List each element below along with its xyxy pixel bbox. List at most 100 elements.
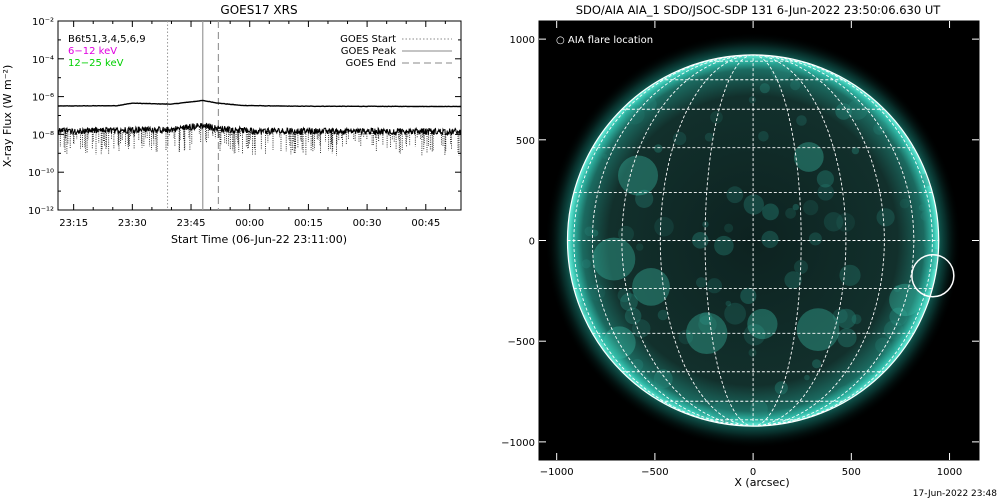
active-region [654,216,674,237]
aia-y-tick-label: −1000 [501,438,535,449]
active-region [839,264,861,286]
goes-y-axis: 10⁻² 10⁻⁴ 10⁻⁶ 10⁻⁸ 10⁻¹⁰ 10⁻¹² [28,17,461,217]
bright-region [632,268,670,306]
active-region [804,374,810,381]
active-region [762,203,779,221]
goes-chart-title: GOES17 XRS [220,3,297,17]
active-region [748,348,757,357]
bright-region [603,326,636,359]
goes-series-12-25kev [58,122,461,137]
aia-x-tick-label: 0 [750,467,756,478]
active-region [823,212,844,232]
active-region [724,302,746,325]
active-region [714,235,734,256]
active-region [796,115,807,126]
active-region [743,323,766,346]
active-region [653,144,663,153]
longitude-line [573,54,754,427]
active-region [743,194,764,215]
goes-y-tick-label: 10⁻⁸ [32,130,54,141]
goes-y-tick-label: 10⁻⁴ [32,55,54,66]
active-region [635,189,654,208]
active-region [620,293,638,311]
active-region [918,204,926,211]
goes-y-tick-label: 10⁻¹⁰ [28,168,54,179]
active-region [758,131,769,142]
active-region [792,203,799,211]
active-region [632,319,651,338]
active-region [803,200,819,216]
longitude-line [753,54,802,427]
active-region [748,96,756,104]
active-region [726,186,744,204]
longitude-line [659,54,754,427]
active-region [923,239,932,248]
aia-chart-title: SDO/AIA AIA_1 SDO/JSOC-SDP 131 6-Jun-202… [576,3,942,17]
bright-region [617,155,659,196]
active-region [832,308,848,324]
aia-x-axis-label: X (arcsec) [734,476,789,489]
active-region [851,314,862,325]
aia-y-tick-label: 500 [516,136,535,147]
active-region [672,131,687,146]
heliographic-grid [567,54,939,427]
active-region [847,99,868,120]
goes-y-axis-label: X-ray Flux (W m⁻²) [1,65,14,167]
goes-series-12-25kev-drops [59,123,460,156]
active-region [816,170,835,188]
active-region [790,80,801,91]
legend-goes-start-label: GOES Start [340,34,396,45]
flare-location-circle [911,253,955,298]
goes-legend-12-25kev: 12−25 keV [68,58,124,69]
goes-event-lines [167,21,220,210]
aia-x-tick-label: 500 [842,467,861,478]
active-region [920,211,930,221]
active-region [759,83,770,94]
aia-legend-text: ○ AIA flare location [556,35,653,46]
goes-series-6-12kev [58,99,461,108]
active-region [812,359,822,369]
goes-y-tick-label: 10⁻² [32,17,54,28]
aia-image-chart: SDO/AIA AIA_1 SDO/JSOC-SDP 131 6-Jun-202… [501,3,997,499]
goes-x-tick-label: 00:00 [235,218,264,229]
aia-x-tick-label: −1000 [540,467,574,478]
goes-x-tick-label: 00:15 [294,218,323,229]
bright-region [793,142,824,172]
active-region [925,285,932,292]
goes-y-tick-label: 10⁻⁶ [32,93,54,104]
active-region [883,320,904,340]
goes-x-tick-label: 23:30 [118,218,147,229]
goes-x-axis-label: Start Time (06-Jun-22 23:11:00) [171,233,347,246]
goes-event-legend: GOES Start GOES Peak GOES End [340,34,452,69]
solar-limb-outline [566,54,940,427]
bright-region [747,308,778,340]
active-region [785,207,796,219]
active-region [591,229,599,237]
active-region [774,381,788,395]
goes-x-axis: 23:15 23:30 23:45 00:00 00:15 00:30 00:45 [59,21,446,229]
active-region [868,368,875,375]
aia-x-tick-label: −500 [641,467,668,478]
active-region [624,307,642,325]
active-region [696,277,707,288]
active-region [836,308,857,329]
active-region [877,121,888,132]
active-region [923,248,939,270]
active-region [835,103,852,120]
aia-y-axis: 1000 500 0 −500 −1000 [501,35,979,449]
aia-y-tick-label: 0 [529,237,535,248]
aia-y-tick-label: −500 [508,337,535,348]
active-region [889,307,908,326]
longitude-line [621,54,754,427]
bright-region [796,308,840,351]
active-region [851,146,860,155]
longitude-line [753,54,933,427]
longitude-line [753,54,885,427]
goes-x-tick-label: 23:45 [177,218,206,229]
active-region [761,230,779,248]
active-region [875,337,891,354]
footer-timestamp: 17-Jun-2022 23:48 [913,489,997,499]
active-region [771,60,792,82]
active-region [636,243,644,251]
